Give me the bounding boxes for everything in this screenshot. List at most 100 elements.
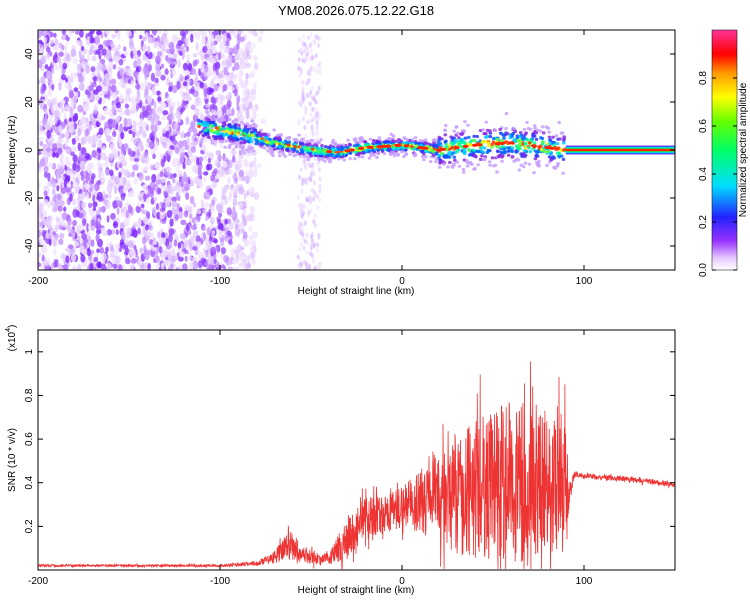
noise-cell xyxy=(151,36,156,43)
band-cell xyxy=(215,126,219,130)
colorbar-tick-label: 0.2 xyxy=(698,215,709,229)
noise-cell xyxy=(188,88,195,94)
noise-cell xyxy=(210,217,215,223)
band-cell xyxy=(534,154,539,158)
noise-cell xyxy=(53,200,59,207)
band-cell xyxy=(463,120,467,124)
noise-cell xyxy=(96,161,102,167)
noise-cell xyxy=(232,196,237,205)
noise-cell xyxy=(167,170,171,180)
band-cell xyxy=(475,134,480,139)
noise-cell xyxy=(132,53,139,60)
noise-cell xyxy=(68,117,73,123)
noise-cell xyxy=(129,37,134,47)
noise-cell xyxy=(192,59,198,67)
noise-cell xyxy=(242,208,247,216)
noise-cell xyxy=(230,86,235,92)
noise-cell xyxy=(38,237,44,244)
noise-cell xyxy=(126,30,132,37)
noise-cell xyxy=(150,232,155,238)
band-cell xyxy=(322,149,327,153)
noise-cell xyxy=(123,172,128,177)
noise-cell xyxy=(89,262,94,270)
noise-cell xyxy=(41,245,45,255)
noise-cell xyxy=(112,221,119,229)
clean-line xyxy=(565,148,675,152)
noise-cell xyxy=(241,260,246,268)
band-cell xyxy=(360,155,365,159)
noise-cell xyxy=(176,100,181,107)
band-cell xyxy=(383,140,387,144)
noise-cell xyxy=(153,196,158,202)
noise-cell xyxy=(150,72,156,82)
noise-cell xyxy=(317,235,321,241)
colorbar-tick-label: 0.4 xyxy=(698,167,709,181)
noise-cell xyxy=(308,71,312,77)
noise-cell xyxy=(253,62,259,71)
noise-cell xyxy=(80,174,85,182)
noise-cell xyxy=(78,154,85,163)
band-cell xyxy=(243,139,247,144)
noise-cell xyxy=(237,161,243,167)
noise-cell xyxy=(213,83,219,92)
y-tick-label: 0.6 xyxy=(24,432,35,446)
band-cell xyxy=(281,152,285,156)
noise-cell xyxy=(110,78,117,85)
noise-cell xyxy=(117,34,121,40)
band-cell xyxy=(337,147,341,151)
noise-cell xyxy=(105,246,109,253)
noise-cell xyxy=(250,239,256,246)
noise-cell xyxy=(243,101,249,109)
noise-cell xyxy=(42,118,47,128)
noise-cell xyxy=(196,157,200,166)
band-cell xyxy=(499,150,504,154)
noise-cell xyxy=(172,176,176,184)
noise-cell xyxy=(193,31,198,38)
noise-cell xyxy=(141,184,146,190)
noise-cell xyxy=(315,247,319,253)
band-cell xyxy=(317,141,322,145)
noise-cell xyxy=(314,111,318,117)
band-cell xyxy=(469,152,473,156)
band-cell xyxy=(429,148,434,152)
band-cell xyxy=(473,166,477,171)
noise-cell xyxy=(147,64,152,72)
noise-cell xyxy=(160,101,166,108)
noise-cell xyxy=(86,193,90,200)
noise-cell xyxy=(114,30,119,34)
band-cell xyxy=(462,129,467,133)
band-cell xyxy=(272,137,277,141)
noise-cell xyxy=(182,162,186,170)
band-cell xyxy=(437,153,442,158)
noise-cell xyxy=(242,88,249,97)
noise-cell xyxy=(243,192,247,200)
noise-cell xyxy=(105,72,110,82)
band-cell xyxy=(556,146,561,150)
band-cell xyxy=(359,136,364,140)
noise-cell xyxy=(223,255,229,263)
band-cell xyxy=(287,143,291,147)
noise-cell xyxy=(133,60,138,69)
noise-cell xyxy=(43,36,48,43)
band-cell xyxy=(250,146,255,150)
band-cell xyxy=(205,122,210,126)
band-cell xyxy=(222,127,227,131)
noise-cell xyxy=(45,46,51,53)
noise-cell xyxy=(80,116,87,125)
noise-cell xyxy=(63,57,67,63)
noise-cell xyxy=(109,143,116,152)
noise-cell xyxy=(63,106,70,112)
noise-cell xyxy=(166,138,171,144)
noise-cell xyxy=(178,181,182,187)
noise-cell xyxy=(302,116,306,122)
band-cell xyxy=(305,143,309,147)
noise-cell xyxy=(242,218,248,227)
noise-cell xyxy=(153,117,158,127)
noise-cell xyxy=(75,30,80,35)
noise-cell xyxy=(189,261,194,270)
noise-cell xyxy=(253,32,259,37)
band-cell xyxy=(424,155,428,159)
noise-cell xyxy=(314,99,318,105)
noise-cell xyxy=(197,156,204,163)
noise-cell xyxy=(81,201,87,209)
